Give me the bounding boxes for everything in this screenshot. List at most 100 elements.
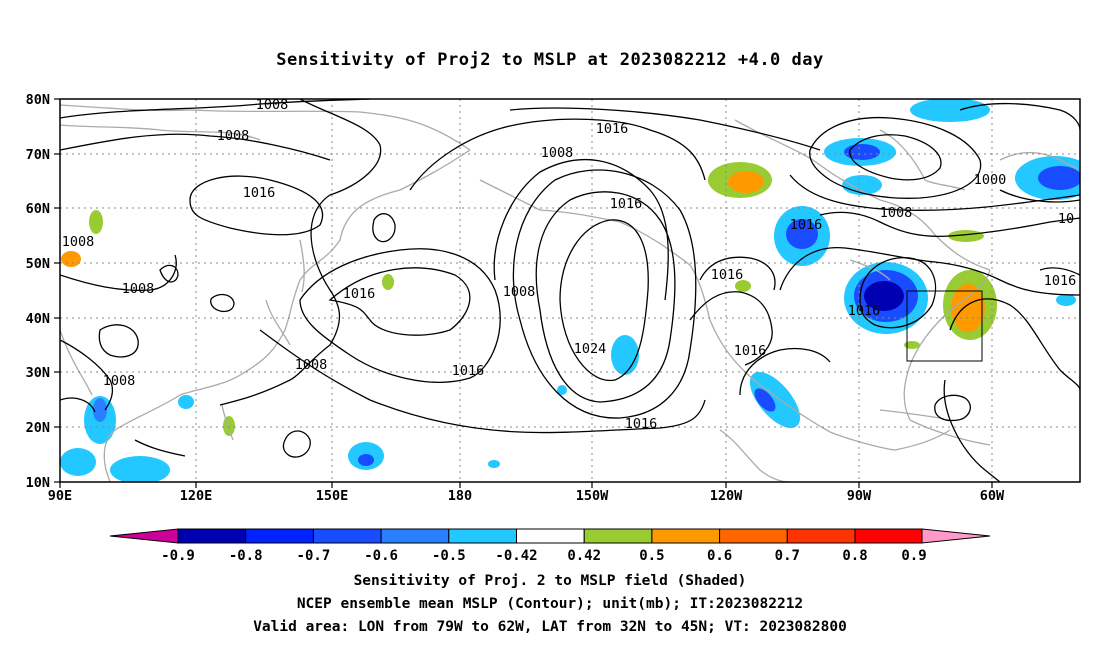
lon-tick-label: 90E	[48, 488, 72, 504]
shade-negative	[358, 454, 374, 466]
lat-tick-label: 40N	[26, 311, 50, 327]
valid-area-box	[906, 290, 983, 362]
contour-label: 1016	[243, 185, 276, 201]
colorbar-label: 0.9	[901, 548, 926, 564]
colorbar-label: 0.7	[775, 548, 800, 564]
shade-positive	[89, 210, 103, 234]
lon-tick-label: 150E	[316, 488, 349, 504]
colorbar-swatch	[380, 528, 450, 544]
axis-ticks	[54, 98, 993, 488]
contour-label: 1016	[848, 303, 881, 319]
shade-negative	[864, 281, 904, 311]
coastlines	[60, 104, 1080, 482]
colorbar-label: 0.5	[639, 548, 664, 564]
shade-negative	[178, 395, 194, 409]
contour-label: 1008	[503, 284, 536, 300]
contour-labels: 1008 1008 1016 1008 1016 1008 1016 1008 …	[62, 97, 1077, 432]
shade-negative	[786, 219, 818, 249]
colorbar-label: -0.5	[432, 548, 466, 564]
colorbar-swatch	[719, 528, 788, 544]
colorbar-swatch	[854, 528, 923, 544]
shade-negative	[842, 175, 882, 195]
shade-negative	[611, 335, 639, 375]
lon-tick-label: 120W	[710, 488, 743, 504]
lat-tick-label: 60N	[26, 201, 50, 217]
colorbar-swatch	[312, 528, 382, 544]
lon-tick-label: 60W	[980, 488, 1005, 504]
shade-negative	[844, 144, 880, 160]
colorbar	[109, 528, 991, 544]
contour-label: 1016	[1044, 273, 1077, 289]
lat-tick-label: 30N	[26, 365, 50, 381]
colorbar-labels: -0.9 -0.8 -0.7 -0.6 -0.5 -0.42 0.42 0.5 …	[161, 548, 927, 564]
contour-label: 1016	[625, 416, 658, 432]
contour-label: 1008	[122, 281, 155, 297]
lat-tick-label: 80N	[26, 92, 50, 108]
lat-tick-label: 10N	[26, 475, 50, 491]
latitude-labels: 80N 70N 60N 50N 40N 30N 20N 10N	[26, 92, 50, 491]
contour-label: 1008	[541, 145, 574, 161]
lon-tick-label: 150W	[576, 488, 609, 504]
contour-label: 1024	[574, 341, 607, 357]
shade-positive	[735, 280, 751, 292]
caption-line-2: NCEP ensemble mean MSLP (Contour); unit(…	[296, 596, 804, 612]
contour-label: 1016	[452, 363, 485, 379]
shade-positive	[951, 284, 985, 332]
contour-label: 1008	[103, 373, 136, 389]
lon-tick-label: 90W	[847, 488, 872, 504]
caption-line-1: Sensitivity of Proj. 2 to MSLP field (Sh…	[353, 573, 747, 589]
shade-negative	[110, 456, 170, 482]
shade-negative	[60, 448, 96, 476]
colorbar-right-arrow	[921, 528, 991, 544]
shade-positive	[223, 416, 235, 436]
lat-tick-label: 50N	[26, 256, 50, 272]
colorbar-swatch	[786, 528, 856, 544]
shade-negative	[557, 385, 567, 395]
contour-label: 1016	[596, 121, 629, 137]
contour-label: 1016	[610, 196, 643, 212]
longitude-labels: 90E 120E 150E 180 150W 120W 90W 60W	[48, 488, 1005, 504]
contour-label: 10	[1058, 211, 1074, 227]
contour-label: 1016	[734, 343, 767, 359]
figure-title: Sensitivity of Proj2 to MSLP at 20230822…	[276, 50, 824, 70]
lon-tick-label: 120E	[180, 488, 213, 504]
map-frame	[59, 98, 1081, 483]
colorbar-swatch	[651, 528, 721, 544]
shade-negative	[1038, 166, 1080, 190]
shade-negative	[488, 460, 500, 468]
shade-positive	[904, 341, 920, 349]
shade-negative	[749, 371, 801, 429]
shade-positive	[61, 251, 81, 267]
lat-tick-label: 70N	[26, 147, 50, 163]
colorbar-swatch	[245, 528, 314, 544]
colorbar-swatch	[177, 528, 247, 544]
contour-label: 1016	[711, 267, 744, 283]
colorbar-swatch	[516, 528, 585, 544]
colorbar-label: -0.9	[161, 548, 195, 564]
contour-label: 1016	[343, 286, 376, 302]
colorbar-label: -0.8	[229, 548, 263, 564]
shade-positive	[382, 274, 394, 290]
contour-label: 1000	[974, 172, 1007, 188]
colorbar-swatch	[448, 528, 517, 544]
colorbar-swatch	[583, 528, 653, 544]
shade-negative	[754, 388, 776, 412]
shade-positive	[728, 171, 764, 193]
colorbar-label: 0.6	[707, 548, 732, 564]
caption-line-3: Valid area: LON from 79W to 62W, LAT fro…	[253, 619, 847, 635]
shade-negative	[910, 99, 990, 122]
shade-negative	[1056, 294, 1076, 306]
lat-tick-label: 20N	[26, 420, 50, 436]
contour-label: 1016	[790, 217, 823, 233]
shade-positive	[948, 230, 984, 242]
colorbar-label: -0.6	[364, 548, 398, 564]
contour-label: 1008	[62, 234, 95, 250]
grid-lines	[60, 99, 1080, 482]
mslp-contours	[60, 99, 1080, 482]
contour-label: 1008	[295, 357, 328, 373]
colorbar-label: -0.7	[297, 548, 331, 564]
colorbar-label: -0.42	[495, 548, 537, 564]
lon-tick-label: 180	[448, 488, 472, 504]
colorbar-left-arrow	[109, 528, 179, 544]
shade-negative	[93, 398, 107, 422]
